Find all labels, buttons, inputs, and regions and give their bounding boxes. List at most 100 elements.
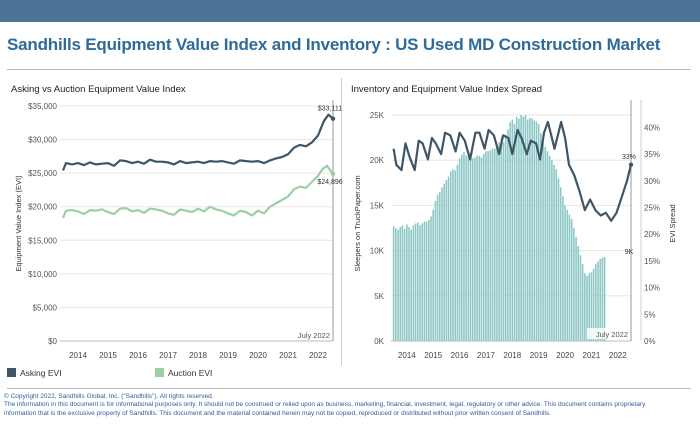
x-tick-label: 2020	[249, 351, 267, 360]
inventory-bar	[452, 169, 454, 341]
inventory-bar	[498, 142, 500, 341]
inventory-bar	[408, 227, 410, 341]
inventory-bar	[425, 221, 428, 341]
x-tick-label: 2018	[189, 351, 207, 360]
top-banner	[0, 0, 700, 22]
x-tick-label: 2021	[279, 351, 297, 360]
legend-auction-swatch	[155, 368, 164, 377]
x-tick-label: 2017	[159, 351, 177, 360]
y2-tick-label: 10%	[644, 284, 660, 293]
inventory-bar	[601, 257, 604, 341]
y-axis-label: Equipment Value Index (EVI)	[14, 175, 23, 272]
inventory-bar	[588, 273, 591, 341]
inventory-bar	[478, 155, 481, 341]
inventory-bar	[480, 157, 483, 341]
inventory-bar	[551, 160, 553, 341]
inventory-bar	[421, 223, 424, 341]
inventory-bar	[584, 273, 586, 341]
inventory-bar	[445, 180, 448, 341]
inventory-bar	[454, 170, 456, 341]
inventory-bar	[496, 146, 498, 341]
inventory-bar	[529, 117, 531, 342]
x-tick-label: 2015	[424, 351, 442, 360]
legend-auction: Auction EVI	[155, 368, 212, 378]
inventory-bar	[531, 118, 533, 341]
inventory-bar	[564, 205, 566, 341]
inventory-bar	[401, 225, 404, 341]
y2-tick-label: 35%	[644, 150, 660, 159]
inventory-bar	[441, 187, 443, 341]
inventory-bar	[586, 275, 588, 341]
y-tick-label: $20,000	[28, 203, 57, 212]
x-tick-label: 2019	[530, 351, 548, 360]
y-tick-label: 15K	[370, 201, 385, 210]
inventory-bar	[399, 227, 402, 341]
data-label: 9K	[625, 249, 634, 256]
marker-label: July 2022	[298, 331, 330, 340]
inventory-bar	[577, 246, 580, 341]
inventory-bar	[573, 228, 575, 341]
inventory-bar	[410, 229, 413, 341]
inventory-bar	[504, 134, 507, 341]
y2-tick-label: 40%	[644, 123, 660, 132]
inventory-bar	[535, 121, 538, 342]
y2-tick-label: 20%	[644, 230, 660, 239]
inventory-bar	[469, 153, 472, 341]
inventory-bar	[599, 258, 602, 342]
inventory-bar	[460, 154, 463, 341]
inventory-bar	[443, 183, 445, 341]
y2-tick-label: 5%	[644, 310, 656, 319]
inventory-bar	[507, 129, 509, 341]
inventory-bar	[493, 148, 496, 341]
series-end-point	[330, 171, 336, 177]
inventory-bar	[438, 191, 441, 341]
series-end-point	[330, 116, 336, 121]
inventory-bar	[491, 148, 494, 341]
inventory-bar	[546, 151, 549, 341]
legend-asking: Asking EVI	[7, 368, 62, 378]
inventory-bar	[526, 119, 529, 341]
x-tick-label: 2014	[398, 351, 416, 360]
x-tick-label: 2020	[556, 351, 574, 360]
inventory-bar	[474, 157, 476, 341]
inventory-bar	[467, 151, 470, 341]
inventory-bar	[471, 158, 474, 341]
y2-tick-label: 30%	[644, 177, 660, 186]
inventory-bar	[489, 150, 492, 341]
legend-asking-swatch	[7, 368, 16, 377]
inventory-bar	[434, 200, 437, 341]
series-line-asking	[61, 113, 334, 171]
inventory-bar	[544, 146, 547, 341]
inventory-bar	[518, 118, 520, 341]
data-label: $33,111	[318, 106, 342, 113]
inventory-bar	[392, 226, 395, 341]
footer-disclaimer-2: information that is the exclusive proper…	[4, 409, 551, 417]
inventory-bar	[487, 151, 489, 341]
x-tick-label: 2016	[451, 351, 469, 360]
inventory-bar	[559, 187, 562, 341]
x-tick-label: 2018	[503, 351, 521, 360]
inventory-bar	[522, 116, 525, 341]
inventory-bar	[597, 261, 599, 341]
inventory-bar	[590, 272, 593, 341]
left-chart-title: Asking vs Auction Equipment Value Index	[11, 84, 186, 95]
inventory-bar	[592, 268, 595, 341]
inventory-bar	[417, 222, 419, 341]
y-tick-label: $30,000	[28, 136, 57, 145]
footer-divider	[7, 388, 691, 389]
inventory-bar	[509, 122, 511, 341]
inventory-bar	[456, 164, 459, 342]
footer-copyright: © Copyright 2022, Sandhills Global, Inc.…	[4, 393, 214, 400]
inventory-bar	[566, 209, 569, 341]
inventory-bar	[520, 115, 522, 341]
y-tick-label: 25K	[370, 111, 385, 120]
y-tick-label: $15,000	[28, 236, 57, 245]
x-tick-label: 2017	[477, 351, 495, 360]
y-tick-label: $35,000	[28, 102, 57, 111]
x-tick-label: 2016	[129, 351, 147, 360]
y-tick-label: $25,000	[28, 169, 57, 178]
y-tick-label: 0K	[374, 337, 384, 346]
inventory-bar	[482, 153, 485, 341]
title-divider	[7, 69, 691, 70]
